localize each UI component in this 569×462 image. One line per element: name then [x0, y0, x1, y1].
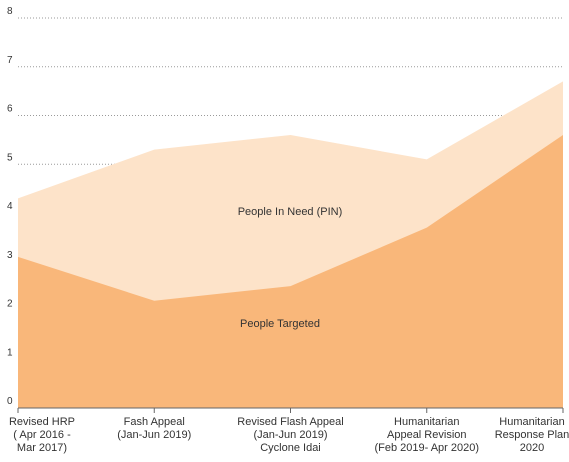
x-category-label: Humanitarian Appeal Revision (Feb 2019- Ap… — [374, 416, 479, 454]
y-tick-label: 2 — [7, 299, 13, 310]
y-tick-label: 6 — [7, 104, 13, 115]
x-category-label: Revised HRP( Apr 2016 -Mar 2017) — [9, 416, 75, 454]
y-tick-label: 4 — [7, 201, 13, 212]
y-tick-label: 1 — [7, 347, 13, 358]
series-label: People In Need (PIN) — [238, 206, 343, 218]
x-category-label: Humanitarian Response Plan 2020 — [495, 416, 569, 454]
series-label: People Targeted — [240, 318, 320, 330]
y-tick-label: 3 — [7, 250, 13, 261]
areas — [18, 81, 563, 408]
y-tick-label: 7 — [7, 55, 13, 66]
y-tick-label: 5 — [7, 152, 13, 163]
y-tick-label: 0 — [7, 396, 13, 407]
y-tick-label: 8 — [7, 6, 13, 17]
x-category-label: Revised Flash Appeal (Jan-Jun 2019) Cyclon… — [237, 416, 343, 454]
x-category-label: Fash Appeal (Jan-Jun 2019) — [117, 416, 191, 441]
axes — [18, 408, 563, 413]
